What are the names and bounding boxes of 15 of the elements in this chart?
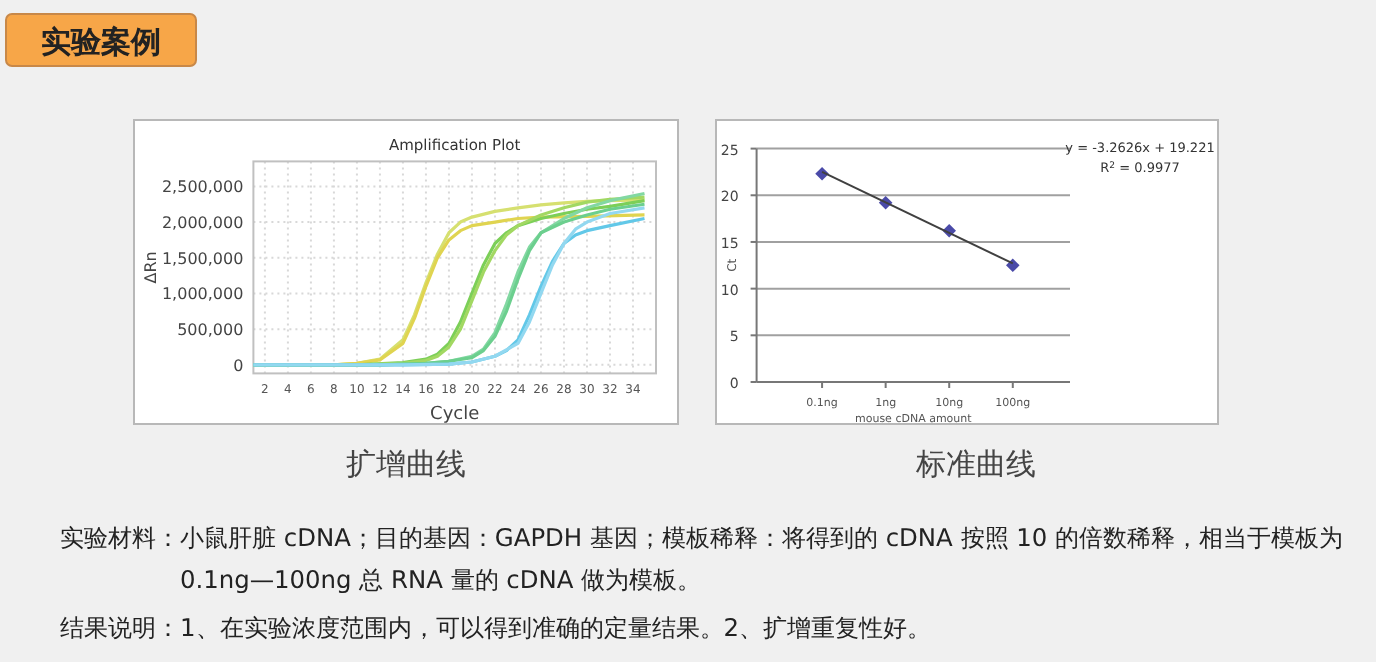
text: 标准曲线 — [914, 446, 1036, 482]
y-axis-title: ΔRn — [142, 251, 160, 284]
y-tick-label: 2,500,000 — [161, 178, 244, 197]
text: 小鼠肝脏 cDNA；目的基因：GAPDH 基因；模板稀释：将得到的 cDNA 按照 10 的倍数稀释，相当于模板为 0.1ng—100ng 总 RNA 量的 cDNA 做为模板。 — [180, 522, 1346, 598]
text: 结果说明： — [60, 612, 180, 646]
y-tick-label: 2,000,000 — [161, 214, 244, 233]
y-tick-label: 1,500,000 — [161, 249, 244, 268]
text: 1、在实验浓度范围内，可以得到准确的定量结果。2、扩增重复性好。 — [180, 612, 934, 646]
y-tick-label: 0 — [233, 356, 244, 375]
x-axis-title: Cycle — [430, 405, 481, 426]
text: 实验案例 — [41, 24, 161, 60]
y-tick-label: 500,000 — [177, 321, 244, 340]
text: 实验材料： — [60, 522, 180, 556]
y-tick-label: 1,000,000 — [161, 285, 244, 304]
text: 扩增曲线 — [346, 446, 466, 482]
